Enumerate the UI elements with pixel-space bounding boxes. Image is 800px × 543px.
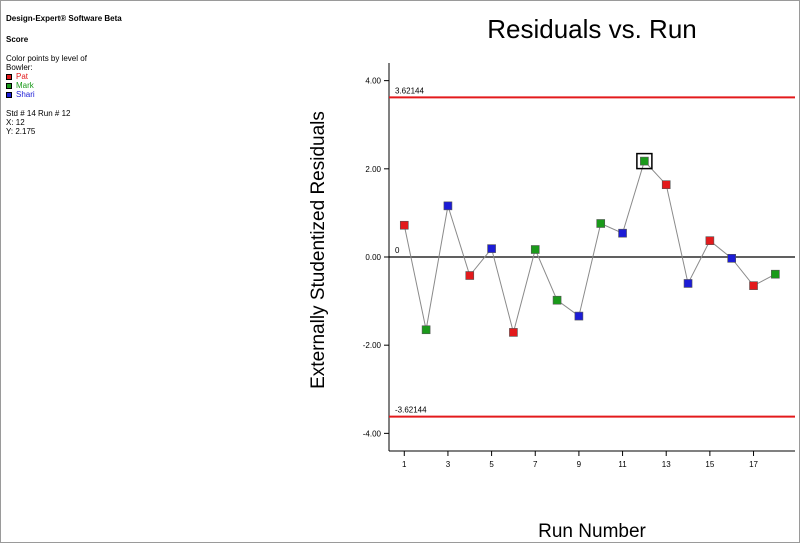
legend-label: Shari (16, 90, 35, 99)
limit-line-label: 3.62144 (395, 86, 424, 95)
data-point (399, 220, 409, 230)
selected-point-marker (636, 152, 653, 170)
selection-y: Y: 2.175 (6, 127, 36, 136)
data-point (618, 228, 627, 238)
selection-x: X: 12 (6, 118, 25, 127)
legend-label: Pat (16, 72, 29, 81)
y-tick-label: 2.00 (365, 165, 381, 174)
data-point (661, 180, 671, 189)
info-panel: Design-Expert® Software Beta Score Color… (6, 14, 166, 136)
y-tick-label: 4.00 (365, 77, 381, 86)
data-point (749, 281, 758, 290)
x-tick-label: 5 (489, 460, 494, 469)
y-tick-label: 0.00 (365, 253, 381, 262)
y-tick-label: -2.00 (363, 341, 382, 350)
data-point (465, 271, 475, 280)
legend-item-mark: Mark (6, 81, 166, 90)
legend-item-shari: Shari (6, 90, 166, 99)
zero-line-label: 0 (395, 246, 400, 255)
data-point (421, 325, 431, 335)
data-point (509, 328, 518, 337)
y-tick-label: -4.00 (363, 429, 382, 438)
data-point (487, 244, 496, 253)
limit-line-label: -3.62144 (395, 406, 427, 415)
data-point (683, 279, 693, 288)
selection-std-run: Std # 14 Run # 12 (6, 109, 71, 118)
series-line (403, 160, 776, 335)
data-point (574, 311, 584, 321)
x-tick-label: 15 (705, 460, 714, 469)
x-tick-label: 3 (446, 460, 451, 469)
legend: Pat Mark Shari (6, 72, 166, 99)
data-point (705, 236, 715, 245)
legend-swatch (6, 82, 12, 89)
legend-item-pat: Pat (6, 72, 166, 81)
color-note-line1: Color points by level of (6, 54, 87, 63)
data-point (552, 295, 562, 305)
x-tick-label: 9 (577, 460, 582, 469)
legend-swatch (6, 73, 12, 80)
data-point (443, 201, 453, 211)
selection-info: Std # 14 Run # 12 X: 12 Y: 2.175 (6, 109, 166, 136)
x-axis-label: Run Number (538, 521, 646, 542)
x-tick-label: 1 (402, 460, 407, 469)
plot-area: 4.002.000.00-2.00-4.001 3 5 7 9 11 13 15 1703.62… (363, 63, 795, 469)
y-axis-label: Externally Studentized Residuals (308, 111, 329, 389)
color-note: Color points by level of Bowler: (6, 54, 166, 72)
response-name: Score (6, 35, 29, 44)
app-title: Design-Expert® Software Beta (6, 14, 122, 23)
data-point (771, 269, 780, 279)
x-tick-label: 7 (533, 460, 538, 469)
chart-title: Residuals vs. Run (487, 14, 697, 44)
x-tick-label: 13 (662, 460, 671, 469)
data-point (596, 219, 606, 228)
data-point (530, 245, 540, 254)
legend-label: Mark (16, 81, 34, 90)
color-note-line2: Bowler: (6, 63, 33, 72)
legend-swatch (6, 91, 12, 98)
x-tick-label: 11 (618, 460, 627, 469)
data-point (640, 156, 649, 166)
data-point (727, 254, 736, 263)
x-tick-label: 17 (749, 460, 758, 469)
